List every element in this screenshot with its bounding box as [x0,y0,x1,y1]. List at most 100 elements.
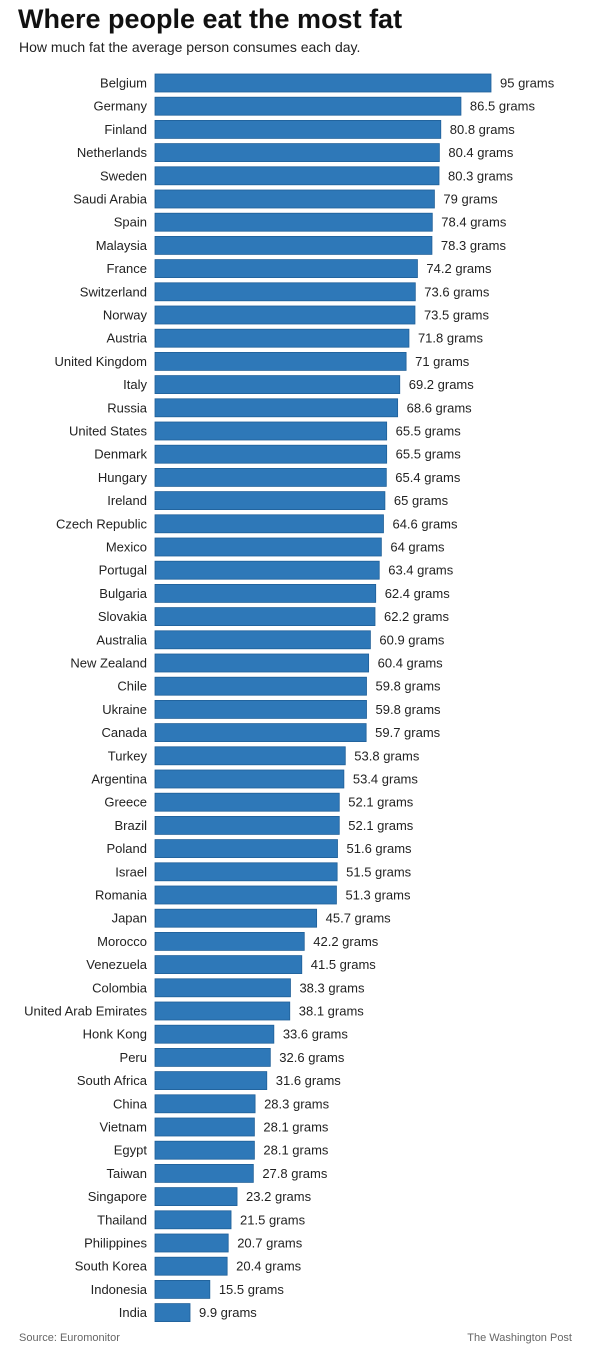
category-label: United States [69,424,148,439]
bar [154,700,367,719]
bar [154,1187,238,1206]
source-note: Source: Euromonitor [19,1332,120,1344]
category-label: Philippines [84,1236,147,1251]
value-label: 95 grams [500,76,555,91]
value-label: 51.6 grams [347,841,413,856]
value-label: 52.1 grams [348,818,414,833]
value-label: 51.5 grams [346,864,412,879]
bar [154,1048,271,1067]
bar [154,723,367,742]
category-label: Colombia [92,980,148,995]
category-label: Belgium [100,76,147,91]
bar [154,862,338,882]
value-label: 53.8 grams [354,748,420,763]
bar [154,1071,268,1090]
value-label: 78.3 grams [441,238,507,253]
value-label: 68.6 grams [407,400,473,415]
value-label: 60.4 grams [378,656,444,671]
value-label: 33.6 grams [283,1027,349,1042]
value-label: 65.5 grams [396,424,462,439]
category-label: Peru [120,1050,147,1065]
bar [154,1303,191,1322]
value-label: 64 grams [390,540,445,555]
bar [154,1233,229,1253]
category-label: Chile [117,679,147,694]
category-label: Brazil [114,818,147,833]
value-label: 62.2 grams [384,609,450,624]
category-label: Russia [107,400,148,415]
value-label: 65.5 grams [396,447,462,462]
value-label: 28.1 grams [263,1120,329,1135]
category-label: Honk Kong [83,1027,147,1042]
category-label: Saudi Arabia [73,192,147,207]
chart-title: Where people eat the most fat [18,4,403,34]
bar [154,73,492,93]
bar [154,1164,254,1183]
bar [154,839,338,858]
bar [154,491,386,511]
bar [154,351,407,371]
bar [154,212,433,232]
value-label: 65 grams [394,493,449,508]
bar [154,166,440,186]
value-label: 27.8 grams [262,1166,328,1181]
category-label: Poland [107,841,147,856]
value-label: 23.2 grams [246,1189,312,1204]
category-label: Italy [123,377,147,392]
value-label: 20.7 grams [237,1236,303,1251]
value-label: 38.3 grams [299,980,365,995]
bar [154,282,416,302]
category-label: Israel [115,864,147,879]
bar [154,792,340,812]
bar [154,1256,228,1276]
bar [154,978,291,998]
bar [154,885,337,905]
value-label: 86.5 grams [470,99,536,114]
value-label: 69.2 grams [409,377,475,392]
category-label: South Africa [77,1073,148,1088]
category-label: Vietnam [100,1120,147,1135]
value-label: 71.8 grams [418,331,484,346]
bar [154,421,388,441]
category-label: Bulgaria [99,586,147,601]
category-label: Hungary [98,470,148,485]
value-label: 65.4 grams [395,470,461,485]
value-label: 80.3 grams [448,168,514,183]
bar [154,560,380,580]
value-label: 60.9 grams [379,632,445,647]
value-label: 20.4 grams [236,1259,302,1274]
category-label: Greece [104,795,147,810]
category-label: South Korea [75,1259,148,1274]
category-label: Switzerland [80,284,147,299]
category-label: Mexico [106,540,147,555]
publisher-credit: The Washington Post [467,1332,572,1344]
value-label: 80.4 grams [448,145,514,160]
category-label: Norway [103,308,148,323]
category-label: New Zealand [70,656,147,671]
category-label: Thailand [97,1212,147,1227]
category-label: Romania [95,888,148,903]
value-label: 31.6 grams [276,1073,342,1088]
category-label: India [119,1305,148,1320]
bar [154,514,384,534]
category-label: Denmark [94,447,147,462]
value-label: 52.1 grams [348,795,414,810]
bar [154,259,418,279]
bar [154,1210,232,1230]
bar [154,630,371,650]
category-label: Singapore [88,1189,147,1204]
category-label: China [113,1096,148,1111]
value-label: 28.1 grams [263,1143,329,1158]
value-label: 59.8 grams [376,702,442,717]
bar [154,120,442,139]
value-label: 32.6 grams [279,1050,345,1065]
bar [154,235,433,255]
value-label: 80.8 grams [450,122,516,137]
category-label: Ukraine [102,702,147,717]
bar [154,189,435,209]
value-label: 62.4 grams [385,586,451,601]
value-label: 79 grams [443,192,498,207]
category-label: France [107,261,147,276]
value-label: 64.6 grams [392,516,458,531]
